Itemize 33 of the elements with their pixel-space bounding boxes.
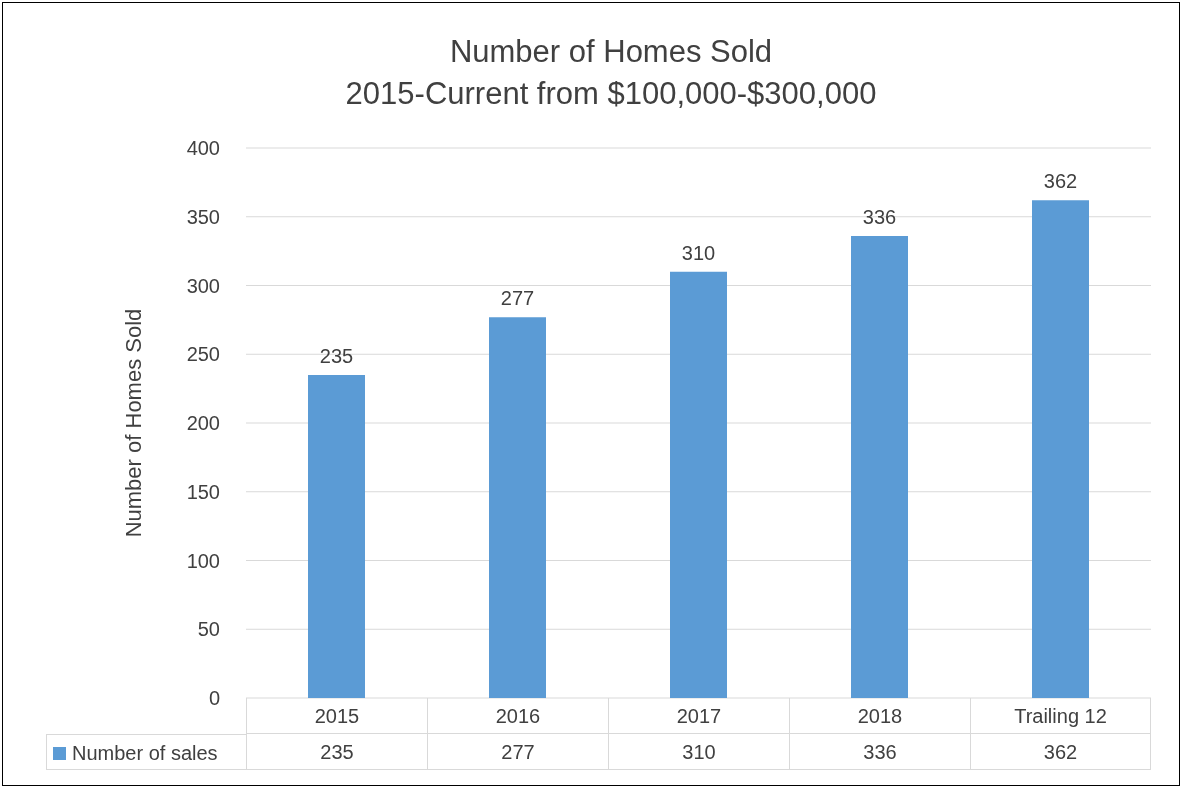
y-tick-label: 400: [186, 137, 220, 160]
annotation: 336: [862, 206, 897, 228]
data-label: 310: [608, 734, 789, 770]
y-tick-label: 250: [186, 343, 220, 366]
data-label: 336: [789, 734, 970, 770]
y-tick-label: 150: [186, 480, 220, 503]
y-tick-label: 100: [186, 549, 220, 572]
legend-label: Number of sales: [46, 734, 246, 770]
annotation: 277: [500, 287, 535, 310]
bar: [851, 236, 908, 698]
chart-subtitle: 2015-Current from $100,000-$300,000: [344, 75, 878, 113]
y-tick-label: 350: [186, 205, 220, 228]
x-tick-label: 2016: [427, 698, 608, 734]
x-tick-label: 2017: [608, 698, 789, 734]
bar: [1032, 200, 1089, 698]
x-tick-label: 2015: [246, 698, 427, 734]
annotation: 362: [1043, 170, 1078, 193]
x-tick-label: Trailing 12: [970, 698, 1151, 734]
x-tick-label: 2018: [789, 698, 970, 734]
y-tick-label: 0: [208, 687, 220, 710]
data-label: 277: [427, 734, 608, 770]
annotation: 310: [681, 241, 716, 264]
y-tick-label: 200: [186, 412, 220, 435]
y-axis-title: Number of Homes Sold: [120, 308, 146, 538]
bar: [308, 374, 365, 698]
annotation: 235: [319, 344, 354, 367]
data-label: 235: [246, 734, 427, 770]
bar: [489, 317, 546, 698]
y-tick-label: 50: [197, 618, 220, 641]
data-label: 362: [970, 734, 1151, 770]
chart-title: Number of Homes Sold: [448, 33, 774, 71]
y-tick-label: 300: [186, 274, 220, 297]
bar: [670, 271, 727, 698]
